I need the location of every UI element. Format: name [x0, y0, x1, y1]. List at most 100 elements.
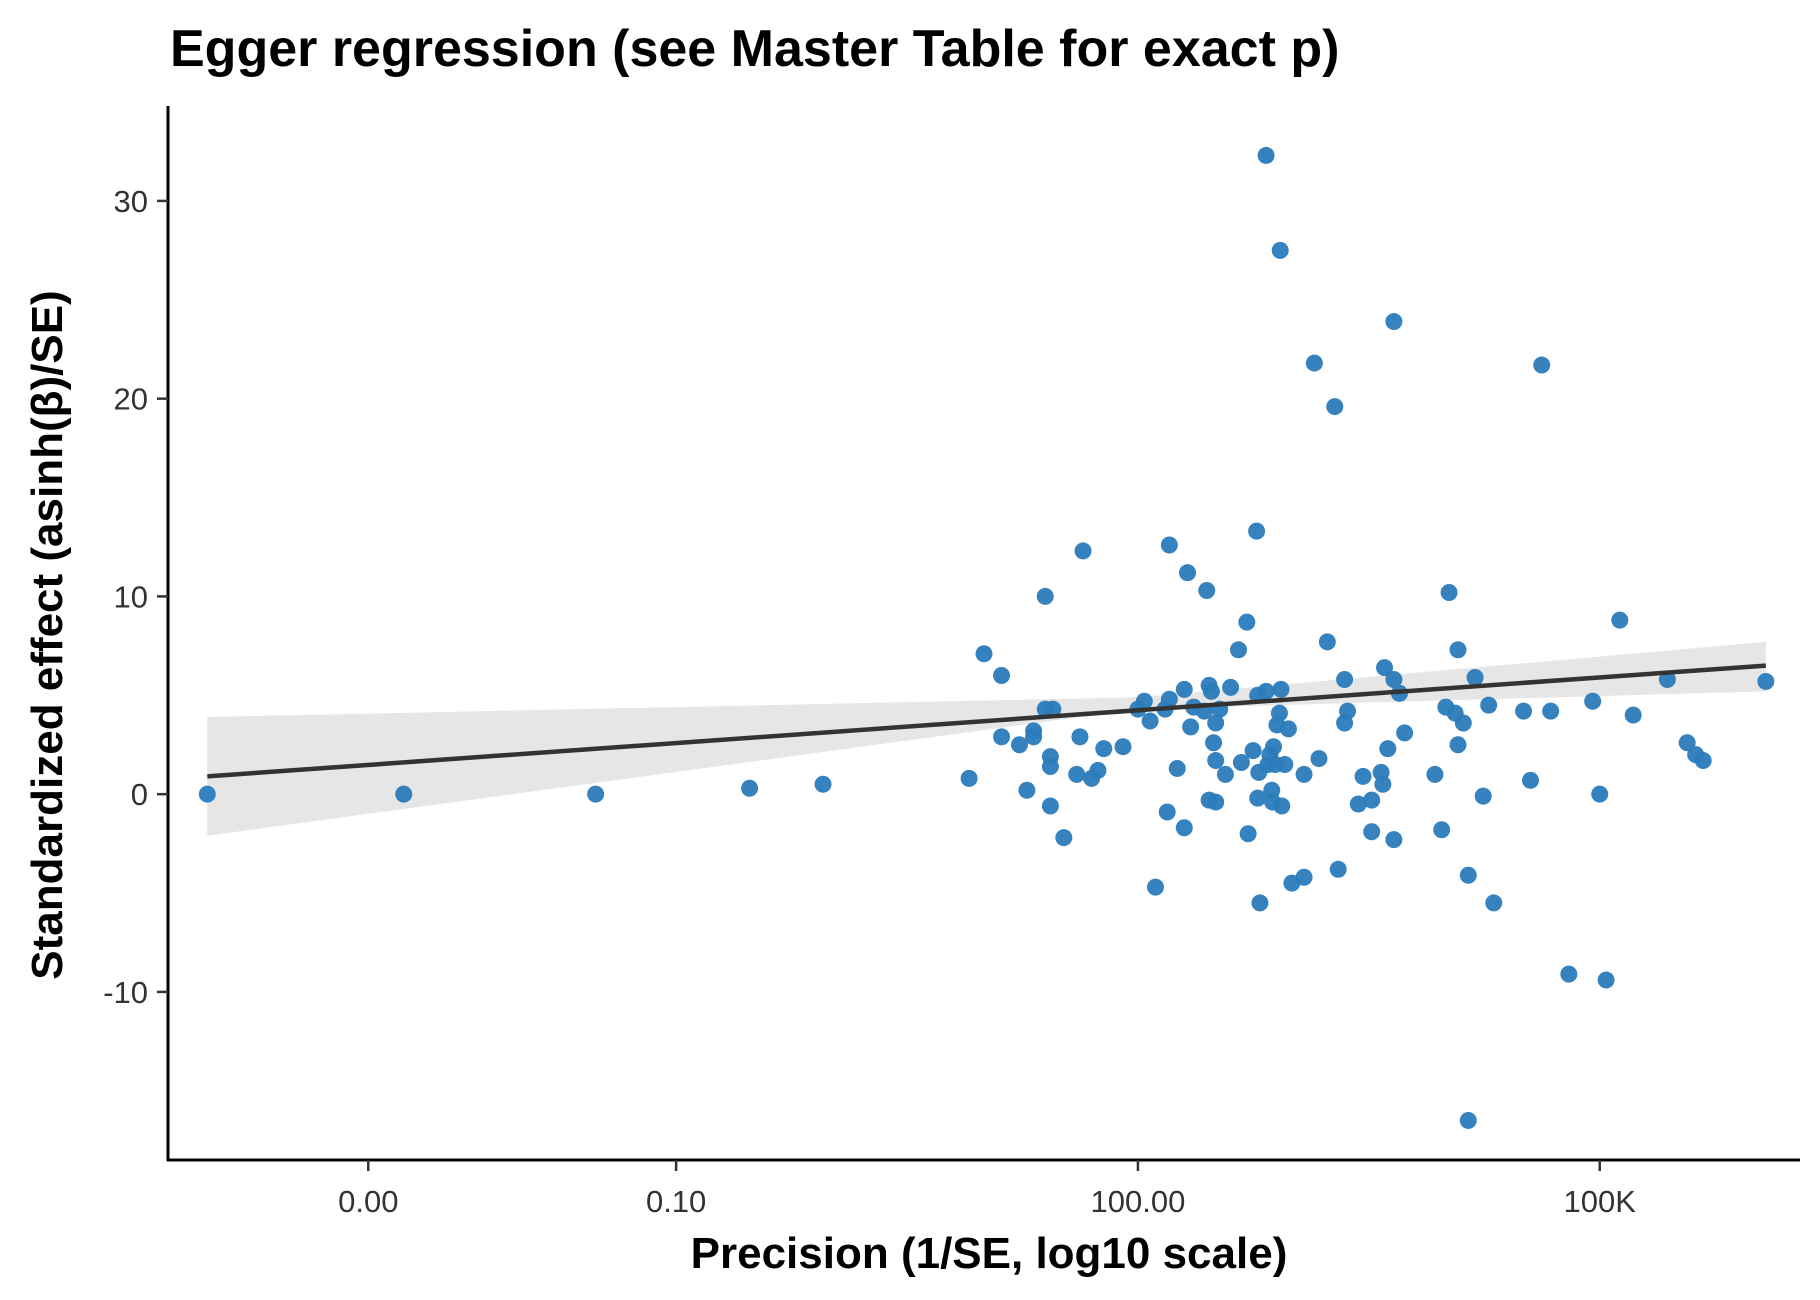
y-axis-title: Standardized effect (asinh(β)/SE) [23, 290, 72, 979]
data-point [395, 785, 413, 803]
data-point [1270, 704, 1288, 722]
data-point [1160, 690, 1178, 708]
data-point [1396, 724, 1414, 742]
data-point [1480, 696, 1498, 714]
data-point [1205, 734, 1223, 752]
data-point [993, 728, 1011, 746]
data-point [1249, 789, 1267, 807]
chart-title: Egger regression (see Master Table for e… [170, 20, 1339, 78]
data-point [1542, 702, 1560, 720]
data-point [1305, 354, 1323, 372]
x-axis-ticks: 0.00 0.10 100.00 100K [338, 1160, 1636, 1219]
data-point [741, 779, 759, 797]
data-point [1095, 740, 1113, 758]
data-point [1326, 398, 1344, 416]
data-point [1440, 583, 1458, 601]
data-point [1560, 965, 1578, 983]
data-point [1295, 765, 1313, 783]
data-point [1207, 793, 1225, 811]
data-point [1198, 581, 1216, 599]
data-point [1385, 313, 1403, 331]
data-point [1339, 702, 1357, 720]
data-point [1179, 564, 1197, 582]
data-point [975, 645, 993, 663]
data-point [1363, 823, 1381, 841]
data-point [1041, 757, 1059, 775]
data-point [1454, 714, 1472, 732]
data-point [1074, 542, 1092, 560]
data-point [1238, 613, 1256, 631]
data-point [1279, 720, 1297, 738]
data-point [1385, 831, 1403, 849]
data-point [1141, 712, 1159, 730]
plot-area [198, 146, 1775, 1129]
data-point [1248, 522, 1266, 540]
data-point [1449, 736, 1467, 754]
regression-line [207, 663, 1767, 779]
data-point [1044, 700, 1062, 718]
data-point [1757, 672, 1775, 690]
data-point [198, 785, 216, 803]
data-point [1265, 738, 1283, 756]
data-point [1426, 765, 1444, 783]
data-point [587, 785, 605, 803]
x-tick-label: 0.10 [646, 1184, 706, 1219]
data-point [1354, 767, 1372, 785]
data-point [1329, 860, 1347, 878]
data-point [1385, 670, 1403, 688]
data-point [1175, 819, 1193, 837]
y-tick-label: 0 [131, 777, 148, 812]
data-points [198, 146, 1775, 1129]
data-point [1010, 736, 1028, 754]
data-point [1485, 894, 1503, 912]
data-point [1658, 670, 1676, 688]
data-point [1459, 866, 1477, 884]
data-point [1207, 752, 1225, 770]
data-point [993, 667, 1011, 685]
data-point [1244, 742, 1262, 760]
data-point [1515, 702, 1533, 720]
x-axis-title: Precision (1/SE, log10 scale) [691, 1229, 1288, 1278]
data-point [1222, 678, 1240, 696]
data-point [1036, 587, 1054, 605]
data-point [1207, 714, 1225, 732]
data-point [1114, 738, 1132, 756]
data-point [960, 769, 978, 787]
confidence-band [207, 641, 1766, 836]
data-point [1533, 356, 1551, 374]
x-tick-label: 100K [1564, 1184, 1637, 1219]
data-point [1041, 797, 1059, 815]
data-point [1584, 692, 1602, 710]
data-point [1433, 821, 1451, 839]
data-point [1597, 971, 1615, 989]
data-point [1202, 682, 1220, 700]
data-point [1239, 825, 1257, 843]
data-point [1135, 692, 1153, 710]
data-point [1376, 659, 1394, 677]
data-point [1474, 787, 1492, 805]
data-point [1624, 706, 1642, 724]
data-point [1295, 868, 1313, 886]
data-point [1374, 775, 1392, 793]
data-point [1229, 641, 1247, 659]
y-tick-label: 10 [114, 579, 148, 614]
data-point [1591, 785, 1609, 803]
y-tick-label: 30 [114, 184, 148, 219]
data-point [1318, 633, 1336, 651]
data-point [1232, 754, 1250, 772]
data-point [1182, 718, 1200, 736]
data-point [1168, 759, 1186, 777]
x-tick-label: 0.00 [338, 1184, 398, 1219]
y-axis-ticks: 30 20 10 0 -10 [103, 184, 168, 1010]
data-point [1349, 795, 1367, 813]
data-point [1459, 1111, 1477, 1129]
data-point [1175, 680, 1193, 698]
data-point [1257, 682, 1275, 700]
data-point [1158, 803, 1176, 821]
data-point [1310, 750, 1328, 768]
y-tick-label: -10 [103, 975, 148, 1010]
data-point [1694, 752, 1712, 770]
data-point [1466, 668, 1484, 686]
data-point [1273, 797, 1291, 815]
